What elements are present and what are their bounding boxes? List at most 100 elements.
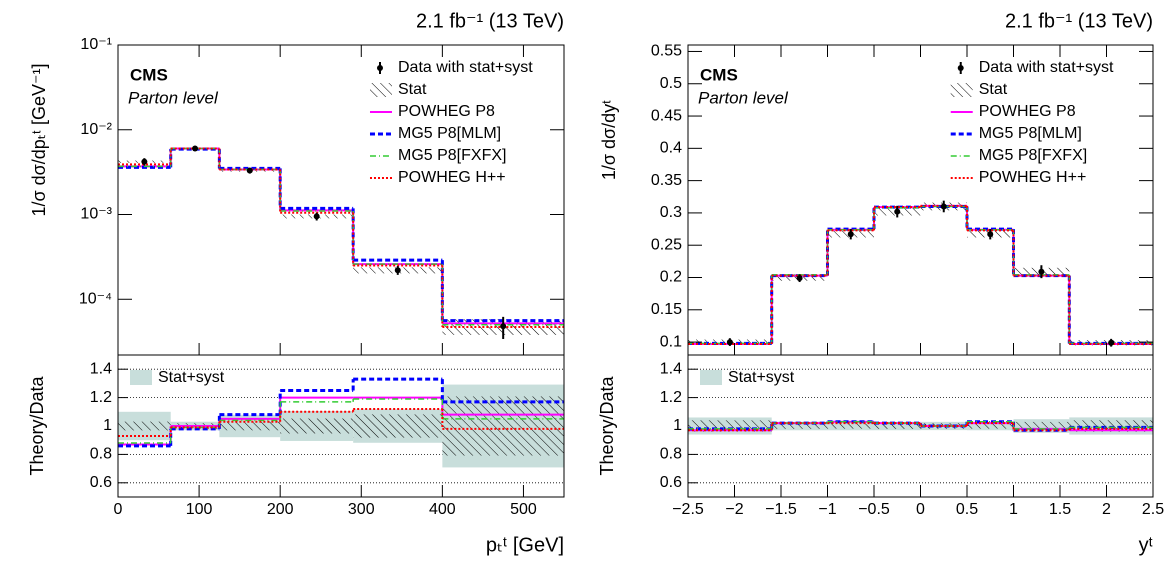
ratio-y-tick-label: 0.6 [660, 474, 682, 491]
legend-marker [950, 83, 973, 97]
x-tick-label: −1 [818, 501, 836, 518]
x-tick-label: −2 [725, 501, 743, 518]
y-tick-label: 10⁻² [80, 121, 112, 138]
y-tick-label: 10⁻³ [80, 206, 112, 223]
ratio-y-axis-title: Theory/Data [27, 375, 47, 475]
x-tick-label: 1.5 [1049, 501, 1071, 518]
x-tick-label: 2.5 [1142, 501, 1164, 518]
ratio-stat-band [118, 421, 171, 431]
legend-label: MG5 P8[FXFX] [398, 147, 506, 164]
data-point [1108, 339, 1115, 346]
ratio-legend-label: Stat+syst [728, 369, 795, 386]
x-tick-label: 0 [916, 501, 925, 518]
data-point [796, 275, 803, 282]
data-point [726, 339, 733, 346]
x-tick-label: −0.5 [858, 501, 890, 518]
data-point [940, 203, 947, 210]
ratio-stat-band [967, 423, 1014, 429]
legend-label: Data with stat+syst [979, 59, 1114, 76]
ratio-y-tick-label: 0.6 [90, 474, 112, 491]
ratio-legend-marker [130, 370, 152, 385]
data-point [894, 208, 901, 215]
x-tick-label: 2 [1102, 501, 1111, 518]
data-point [1038, 268, 1045, 275]
y-tick-label: 0.55 [651, 43, 682, 60]
y-tick-label: 0.25 [651, 236, 682, 253]
data-point [192, 145, 199, 152]
x-axis-title: yᵗ [1139, 534, 1153, 556]
ratio-stat-band [874, 423, 921, 429]
legend-label: POWHEG H++ [979, 169, 1087, 186]
legend-label: Stat [398, 81, 427, 98]
ratio-stat-band [353, 414, 443, 438]
x-axis-title: pₜᵗ [GeV] [486, 534, 564, 556]
legend-marker [376, 65, 383, 71]
data-point [987, 231, 994, 238]
experiment-label: CMS [130, 65, 168, 84]
y-tick-label: 0.4 [660, 140, 682, 157]
data-point [246, 167, 253, 174]
ratio-stat-band [219, 421, 281, 431]
legend-label: MG5 P8[FXFX] [979, 147, 1087, 164]
x-tick-label: −2.5 [672, 501, 704, 518]
data-point [500, 323, 507, 330]
ratio-y-tick-label: 1.2 [660, 389, 682, 406]
y-tick-label: 0.2 [660, 269, 682, 286]
ratio-y-tick-label: 0.8 [660, 446, 682, 463]
ratio-stat-band [442, 396, 564, 456]
x-tick-label: 400 [429, 501, 456, 518]
legend-label: MG5 P8[MLM] [979, 125, 1082, 142]
x-tick-label: 300 [348, 501, 375, 518]
ratio-y-tick-label: 1 [673, 417, 682, 434]
x-tick-label: 0.5 [956, 501, 978, 518]
ratio-stat-band [827, 423, 874, 429]
y-axis-title: 1/σ dσ/dyᵗ [599, 100, 619, 180]
ratio-frame [117, 354, 565, 498]
x-tick-label: 0 [114, 501, 123, 518]
y-tick-label: 0.35 [651, 172, 682, 189]
x-tick-label: −1.5 [765, 501, 797, 518]
y-tick-label: 0.1 [660, 333, 682, 350]
x-tick-label: 200 [267, 501, 294, 518]
y-tick-label: 0.5 [660, 75, 682, 92]
y-tick-label: 10⁻⁴ [79, 290, 112, 307]
level-label: Parton level [698, 88, 789, 107]
legend-marker [369, 83, 392, 97]
ratio-y-tick-label: 1.4 [660, 360, 682, 377]
x-tick-label: 500 [510, 501, 537, 518]
legend-label: Data with stat+syst [398, 59, 533, 76]
ratio-y-tick-label: 0.8 [90, 446, 112, 463]
ratio-frame [687, 354, 1154, 498]
ratio-legend-label: Stat+syst [158, 369, 225, 386]
legend-label: POWHEG P8 [398, 103, 495, 120]
data-point [313, 213, 320, 220]
x-tick-label: 100 [186, 501, 213, 518]
ratio-stat-band [771, 423, 828, 429]
legend-label: MG5 P8[MLM] [398, 125, 501, 142]
ratio-y-tick-label: 1 [103, 417, 112, 434]
ratio-stat-band [688, 420, 772, 432]
y-tick-label: 0.15 [651, 301, 682, 318]
experiment-label: CMS [700, 65, 738, 84]
x-tick-label: 1 [1009, 501, 1018, 518]
ratio-legend-marker [700, 370, 722, 385]
ratio-stat-band [1013, 421, 1070, 431]
y-axis-title: 1/σ dσ/dpₜᵗ [GeV⁻¹] [29, 63, 49, 216]
data-point [847, 231, 854, 238]
ratio-y-tick-label: 1.2 [90, 389, 112, 406]
ratio-y-axis-title: Theory/Data [597, 375, 617, 475]
chart-title: 2.1 fb⁻¹ (13 TeV) [1005, 10, 1153, 32]
y-tick-label: 10⁻¹ [80, 36, 112, 53]
data-point [141, 158, 148, 165]
legend-label: POWHEG H++ [398, 169, 506, 186]
ratio-y-tick-label: 1.4 [90, 360, 112, 377]
data-point [394, 267, 401, 274]
legend-label: POWHEG P8 [979, 103, 1076, 120]
y-tick-label: 0.45 [651, 107, 682, 124]
chart-title: 2.1 fb⁻¹ (13 TeV) [416, 10, 564, 32]
legend-label: Stat [979, 81, 1008, 98]
ratio-stat-band [280, 418, 354, 434]
y-tick-label: 0.3 [660, 204, 682, 221]
legend-marker [957, 65, 964, 71]
